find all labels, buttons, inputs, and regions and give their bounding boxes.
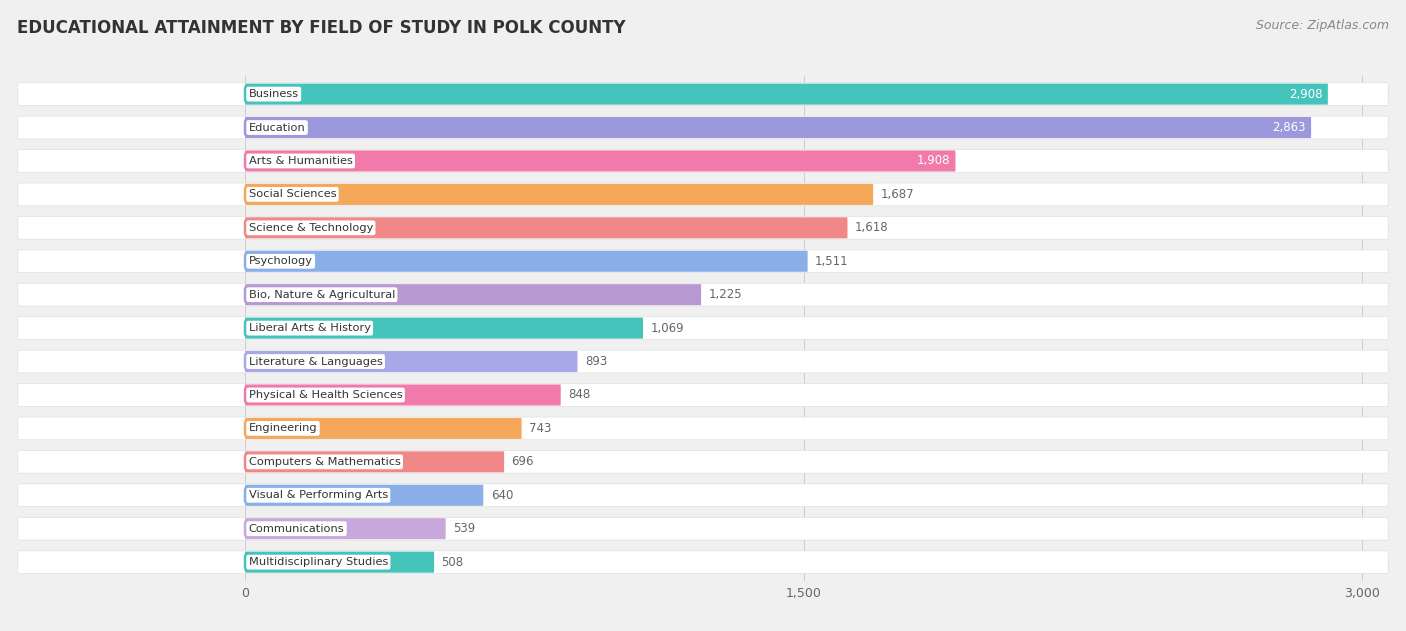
Text: Business: Business <box>249 89 299 99</box>
FancyBboxPatch shape <box>245 251 807 272</box>
FancyBboxPatch shape <box>18 83 1388 105</box>
Text: Physical & Health Sciences: Physical & Health Sciences <box>249 390 402 400</box>
Text: 2,908: 2,908 <box>1289 88 1322 100</box>
FancyBboxPatch shape <box>245 317 643 339</box>
FancyBboxPatch shape <box>18 317 1388 339</box>
FancyBboxPatch shape <box>18 283 1388 306</box>
FancyBboxPatch shape <box>245 83 1327 105</box>
FancyBboxPatch shape <box>18 417 1388 440</box>
Text: 1,908: 1,908 <box>917 155 950 167</box>
FancyBboxPatch shape <box>245 351 578 372</box>
Text: Visual & Performing Arts: Visual & Performing Arts <box>249 490 388 500</box>
FancyBboxPatch shape <box>245 284 702 305</box>
Text: Science & Technology: Science & Technology <box>249 223 373 233</box>
Text: Engineering: Engineering <box>249 423 318 433</box>
Text: 640: 640 <box>491 489 513 502</box>
FancyBboxPatch shape <box>18 517 1388 540</box>
FancyBboxPatch shape <box>18 183 1388 206</box>
FancyBboxPatch shape <box>18 384 1388 406</box>
Text: 1,225: 1,225 <box>709 288 742 301</box>
Text: 508: 508 <box>441 556 464 569</box>
Text: Psychology: Psychology <box>249 256 312 266</box>
FancyBboxPatch shape <box>18 551 1388 574</box>
Text: Source: ZipAtlas.com: Source: ZipAtlas.com <box>1256 19 1389 32</box>
FancyBboxPatch shape <box>18 484 1388 507</box>
Text: 743: 743 <box>529 422 551 435</box>
Text: Education: Education <box>249 122 305 133</box>
Text: Liberal Arts & History: Liberal Arts & History <box>249 323 371 333</box>
Text: 2,863: 2,863 <box>1272 121 1306 134</box>
FancyBboxPatch shape <box>245 117 1312 138</box>
Text: Social Sciences: Social Sciences <box>249 189 336 199</box>
Text: Computers & Mathematics: Computers & Mathematics <box>249 457 401 467</box>
Text: Arts & Humanities: Arts & Humanities <box>249 156 353 166</box>
FancyBboxPatch shape <box>18 451 1388 473</box>
Text: 1,618: 1,618 <box>855 221 889 234</box>
FancyBboxPatch shape <box>245 384 561 406</box>
FancyBboxPatch shape <box>245 217 848 239</box>
FancyBboxPatch shape <box>245 451 505 473</box>
Text: 1,069: 1,069 <box>651 322 685 334</box>
FancyBboxPatch shape <box>18 216 1388 239</box>
Text: EDUCATIONAL ATTAINMENT BY FIELD OF STUDY IN POLK COUNTY: EDUCATIONAL ATTAINMENT BY FIELD OF STUDY… <box>17 19 626 37</box>
FancyBboxPatch shape <box>245 485 484 506</box>
FancyBboxPatch shape <box>245 418 522 439</box>
FancyBboxPatch shape <box>18 150 1388 172</box>
Text: 1,511: 1,511 <box>815 255 849 268</box>
FancyBboxPatch shape <box>18 350 1388 373</box>
FancyBboxPatch shape <box>18 116 1388 139</box>
Text: 1,687: 1,687 <box>880 188 914 201</box>
Text: 696: 696 <box>512 456 534 468</box>
Text: Bio, Nature & Agricultural: Bio, Nature & Agricultural <box>249 290 395 300</box>
Text: Communications: Communications <box>249 524 344 534</box>
FancyBboxPatch shape <box>245 551 434 573</box>
Text: 848: 848 <box>568 389 591 401</box>
Text: Multidisciplinary Studies: Multidisciplinary Studies <box>249 557 388 567</box>
FancyBboxPatch shape <box>245 184 873 205</box>
Text: 539: 539 <box>453 522 475 535</box>
Text: 893: 893 <box>585 355 607 368</box>
FancyBboxPatch shape <box>18 250 1388 273</box>
FancyBboxPatch shape <box>245 150 956 172</box>
Text: Literature & Languages: Literature & Languages <box>249 357 382 367</box>
FancyBboxPatch shape <box>245 518 446 540</box>
